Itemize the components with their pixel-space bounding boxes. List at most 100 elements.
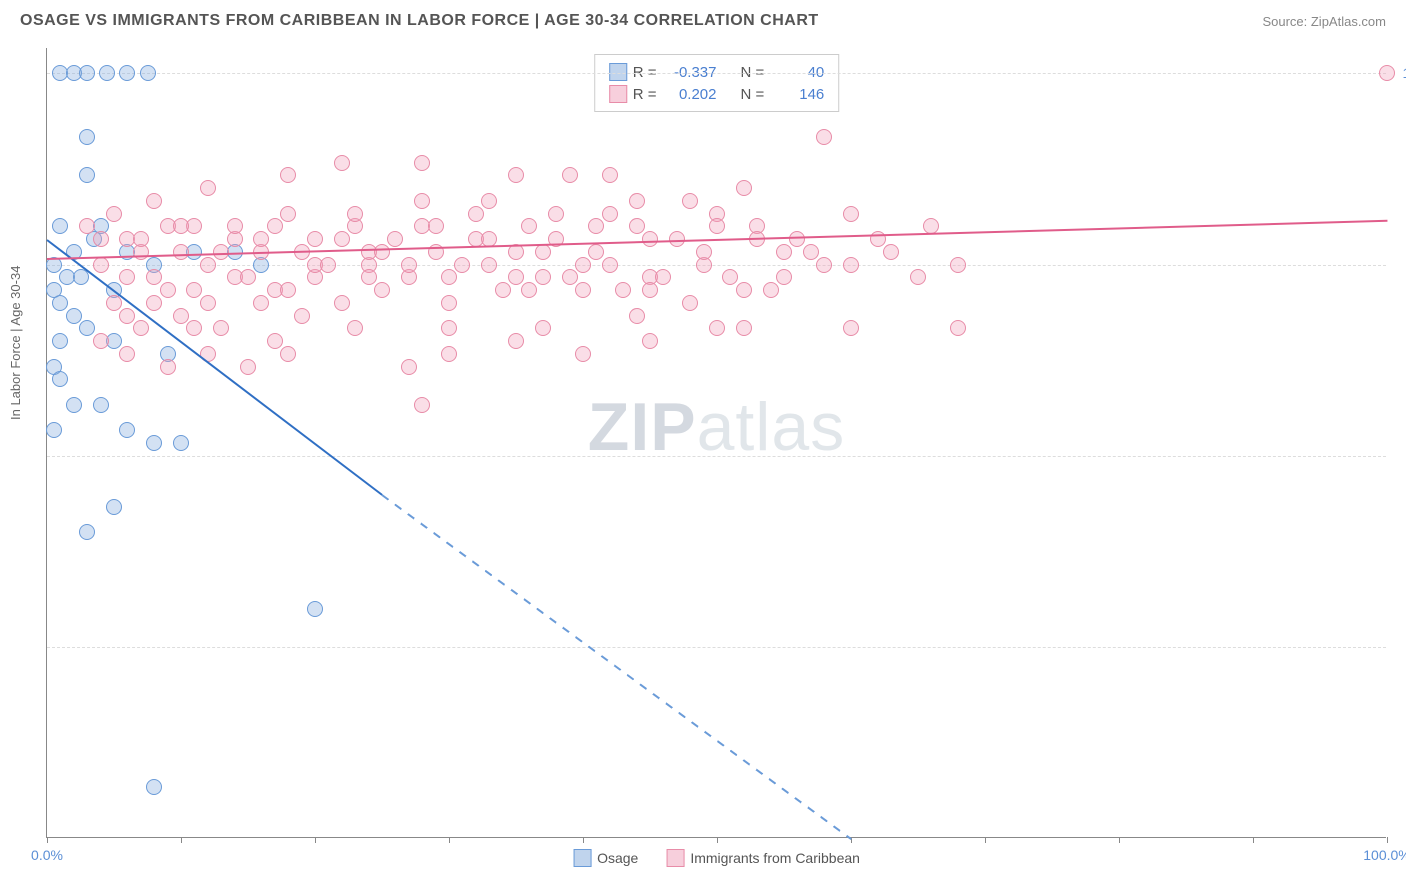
caribbean-point <box>133 320 149 336</box>
caribbean-point <box>428 218 444 234</box>
stats-legend-row: R =0.202N =146 <box>609 83 825 105</box>
caribbean-point <box>280 346 296 362</box>
caribbean-point <box>414 155 430 171</box>
caribbean-point <box>562 167 578 183</box>
caribbean-point <box>776 244 792 260</box>
caribbean-point <box>227 218 243 234</box>
r-label: R = <box>633 64 657 81</box>
gridline <box>47 73 1386 74</box>
x-tick-label: 0.0% <box>31 847 63 863</box>
osage-point <box>119 422 135 438</box>
caribbean-point <box>535 244 551 260</box>
stats-legend-row: R =-0.337N =40 <box>609 61 825 83</box>
caribbean-point <box>816 129 832 145</box>
caribbean-point <box>200 295 216 311</box>
caribbean-point <box>736 282 752 298</box>
caribbean-point <box>280 167 296 183</box>
osage-trend-solid <box>46 239 382 495</box>
caribbean-point <box>119 308 135 324</box>
x-tick <box>1387 837 1388 843</box>
caribbean-point <box>454 257 470 273</box>
caribbean-point <box>334 231 350 247</box>
caribbean-point <box>642 282 658 298</box>
caribbean-point <box>93 333 109 349</box>
x-tick <box>181 837 182 843</box>
caribbean-point <box>93 257 109 273</box>
caribbean-point <box>160 359 176 375</box>
x-tick <box>717 837 718 843</box>
caribbean-point <box>240 269 256 285</box>
caribbean-point <box>414 193 430 209</box>
caribbean-point <box>146 269 162 285</box>
caribbean-point <box>535 269 551 285</box>
caribbean-point <box>521 282 537 298</box>
caribbean-point <box>722 269 738 285</box>
caribbean-point <box>521 218 537 234</box>
caribbean-point <box>374 244 390 260</box>
caribbean-point <box>280 206 296 222</box>
caribbean-point <box>602 257 618 273</box>
caribbean-point <box>307 231 323 247</box>
r-label: R = <box>633 86 657 103</box>
caribbean-point <box>387 231 403 247</box>
caribbean-point <box>575 282 591 298</box>
x-tick <box>1119 837 1120 843</box>
caribbean-point <box>602 206 618 222</box>
caribbean-point <box>146 193 162 209</box>
legend-swatch <box>666 849 684 867</box>
caribbean-point <box>173 308 189 324</box>
x-tick <box>985 837 986 843</box>
caribbean-point <box>629 308 645 324</box>
caribbean-point <box>294 308 310 324</box>
caribbean-point <box>481 257 497 273</box>
caribbean-point <box>495 282 511 298</box>
caribbean-point <box>173 244 189 260</box>
caribbean-point <box>401 359 417 375</box>
caribbean-point <box>267 218 283 234</box>
caribbean-point <box>843 320 859 336</box>
caribbean-point <box>642 231 658 247</box>
osage-point <box>52 371 68 387</box>
caribbean-point <box>93 231 109 247</box>
caribbean-point <box>575 346 591 362</box>
n-label: N = <box>741 86 765 103</box>
caribbean-point <box>173 218 189 234</box>
osage-point <box>66 397 82 413</box>
osage-point <box>66 308 82 324</box>
caribbean-point <box>441 320 457 336</box>
osage-point <box>173 435 189 451</box>
legend-label: Osage <box>597 850 638 866</box>
caribbean-point <box>280 282 296 298</box>
chart-header: OSAGE VS IMMIGRANTS FROM CARIBBEAN IN LA… <box>0 0 1406 38</box>
caribbean-point <box>615 282 631 298</box>
caribbean-point <box>441 269 457 285</box>
osage-trend-dashed <box>381 494 851 840</box>
caribbean-point <box>883 244 899 260</box>
osage-point <box>79 167 95 183</box>
caribbean-point <box>629 193 645 209</box>
caribbean-point <box>347 206 363 222</box>
caribbean-point <box>575 257 591 273</box>
n-value: 146 <box>770 86 824 103</box>
caribbean-point <box>696 244 712 260</box>
caribbean-point <box>320 257 336 273</box>
x-tick <box>315 837 316 843</box>
osage-point <box>93 397 109 413</box>
caribbean-point <box>736 180 752 196</box>
n-value: 40 <box>770 64 824 81</box>
osage-point <box>46 422 62 438</box>
caribbean-point <box>200 180 216 196</box>
caribbean-point <box>562 269 578 285</box>
legend-item: Osage <box>573 849 638 867</box>
legend-label: Immigrants from Caribbean <box>690 850 860 866</box>
caribbean-point <box>602 167 618 183</box>
watermark: ZIPatlas <box>588 388 845 466</box>
legend-swatch <box>609 63 627 81</box>
caribbean-point <box>508 333 524 349</box>
caribbean-point <box>347 320 363 336</box>
caribbean-point <box>763 282 779 298</box>
caribbean-point <box>776 269 792 285</box>
caribbean-point <box>709 320 725 336</box>
gridline <box>47 265 1386 266</box>
y-axis-label: In Labor Force | Age 30-34 <box>8 266 23 420</box>
